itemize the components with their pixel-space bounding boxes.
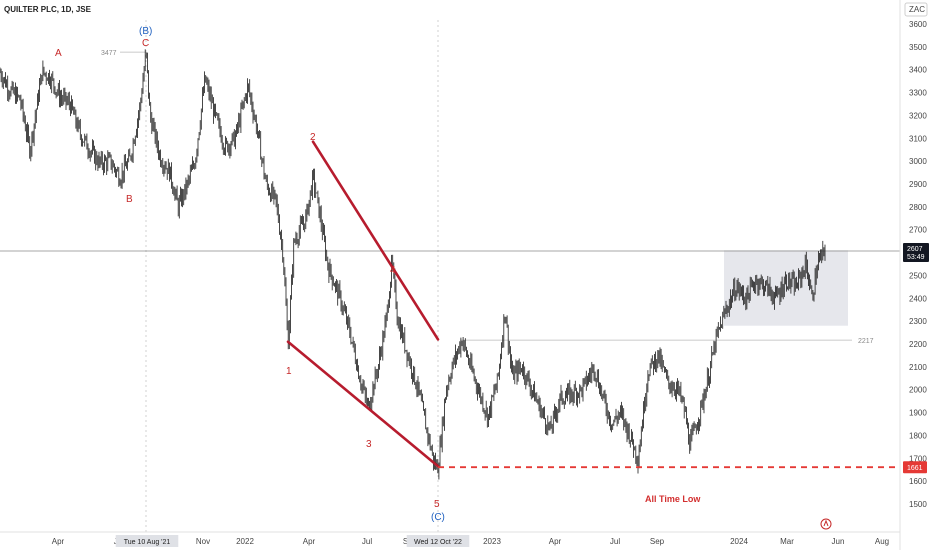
- wave-label-5: 5: [434, 499, 440, 510]
- x-tick-label: Wed 12 Oct '22: [414, 539, 462, 546]
- y-tick-label: 2100: [909, 363, 927, 372]
- y-tick-label: 2300: [909, 317, 927, 326]
- currency-label: ZAC: [909, 5, 925, 14]
- x-tick-label: Apr: [549, 537, 562, 546]
- y-tick-label: 2700: [909, 226, 927, 235]
- event-flag-icon[interactable]: [820, 518, 832, 530]
- y-tick-label: 2800: [909, 203, 927, 212]
- wave-label-b-major: (B): [139, 26, 152, 37]
- all-time-low-label: All Time Low: [645, 494, 701, 504]
- y-tick-label: 3000: [909, 157, 927, 166]
- y-tick-label: 1800: [909, 431, 927, 440]
- y-tick-label: 3100: [909, 134, 927, 143]
- y-tick-label: 1500: [909, 500, 927, 509]
- wave-label-b: B: [126, 194, 133, 205]
- chart-title: QUILTER PLC, 1D, JSE: [4, 5, 92, 14]
- y-tick-label: 2200: [909, 340, 927, 349]
- y-tick-label: 1600: [909, 477, 927, 486]
- y-tick-label: 2400: [909, 294, 927, 303]
- current-price-tag: [903, 242, 929, 262]
- all-time-low-value: 1661: [907, 465, 923, 472]
- x-tick-label: Jun: [832, 537, 845, 546]
- x-tick-label: Jul: [362, 537, 372, 546]
- x-tick-label: 2024: [730, 537, 748, 546]
- wave-label-4: 4: [390, 265, 396, 276]
- x-tick-label: Mar: [780, 537, 794, 546]
- x-date-tag: [115, 535, 179, 547]
- resistance-level-label: 2217: [858, 338, 874, 345]
- x-axis: AprJuTue 10 Aug '21Nov2022AprJulSepWed 1…: [52, 535, 889, 547]
- x-tick-label: Aug: [875, 537, 889, 546]
- wave-label-a: A: [55, 48, 62, 59]
- x-tick-label: 2022: [236, 537, 254, 546]
- x-tick-label: Apr: [303, 537, 316, 546]
- y-tick-label: 3300: [909, 89, 927, 98]
- wave-label-3: 3: [366, 439, 372, 450]
- y-tick-label: 3600: [909, 20, 927, 29]
- y-tick-label: 1700: [909, 454, 927, 463]
- x-tick-label: 2023: [483, 537, 501, 546]
- y-tick-label: 2500: [909, 271, 927, 280]
- price-bars: [0, 49, 826, 480]
- x-tick-label: Sep: [650, 537, 665, 546]
- current-price-value: 2607: [907, 246, 923, 253]
- y-tick-label: 3400: [909, 66, 927, 75]
- y-tick-label: 2900: [909, 180, 927, 189]
- currency-badge[interactable]: [904, 2, 928, 17]
- channel-lower-line: [286, 340, 440, 468]
- bar-countdown: 53:49: [907, 254, 925, 261]
- wave-label-c-major: (C): [431, 512, 445, 523]
- x-tick-label: Nov: [196, 537, 210, 546]
- all-time-low-tag: [903, 461, 927, 474]
- x-tick-label: Tue 10 Aug '21: [124, 539, 171, 546]
- wave-label-1: 1: [286, 366, 292, 377]
- event-flag-glyph-icon: [823, 519, 829, 527]
- x-tick-label: Jul: [610, 537, 620, 546]
- x-tick-label: Apr: [52, 537, 65, 546]
- wave-label-c: C: [142, 38, 149, 49]
- y-tick-label: 2000: [909, 386, 927, 395]
- wave-label-2: 2: [310, 132, 316, 143]
- y-tick-label: 3500: [909, 43, 927, 52]
- x-date-tag: [406, 535, 470, 547]
- peak-level-label: 3477: [101, 50, 117, 57]
- channel-upper-line: [311, 140, 440, 341]
- y-tick-label: 3200: [909, 111, 927, 120]
- y-tick-label: 1900: [909, 409, 927, 418]
- consolidation-box: [724, 250, 848, 326]
